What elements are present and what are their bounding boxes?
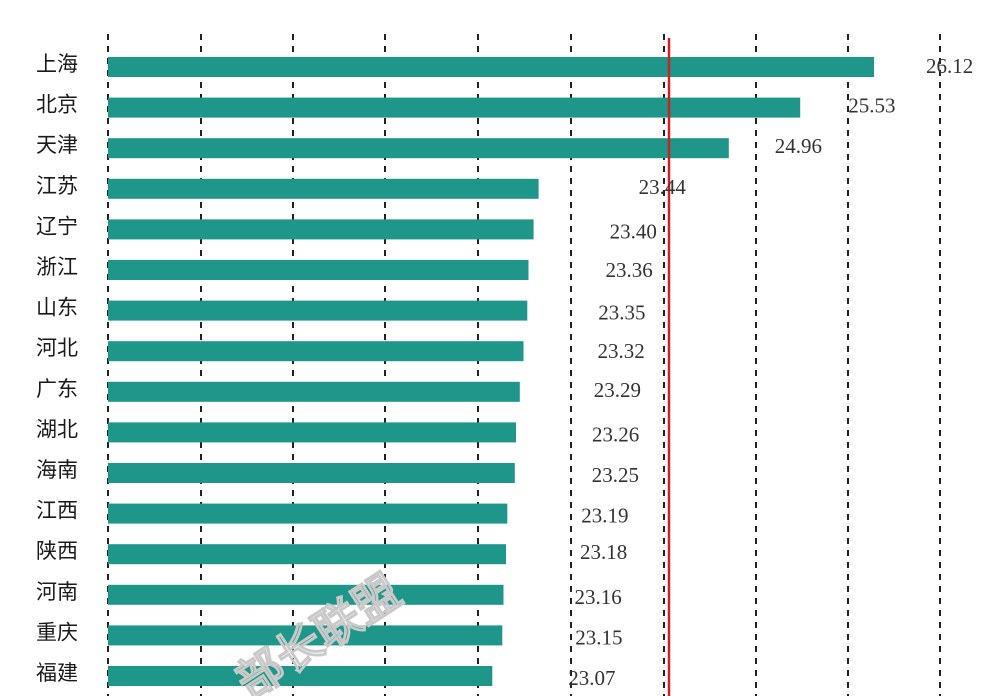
value-label: 23.40 [610, 219, 657, 243]
value-label: 23.44 [639, 175, 687, 199]
value-label: 23.16 [575, 585, 622, 609]
value-label: 24.96 [775, 134, 822, 158]
bar-13 [108, 544, 506, 565]
bar-5 [108, 219, 534, 240]
bar-4 [108, 178, 539, 199]
category-label: 河北 [36, 336, 78, 360]
value-label: 23.36 [606, 258, 653, 282]
value-label: 23.35 [598, 301, 645, 325]
bar-12 [108, 503, 508, 524]
bar-16 [108, 666, 493, 686]
category-label: 辽宁 [36, 214, 78, 238]
value-label: 23.07 [568, 666, 615, 690]
bar-9 [108, 381, 520, 402]
category-label: 广东 [36, 377, 78, 401]
bar-10 [108, 422, 516, 443]
value-label: 25.53 [848, 94, 895, 118]
category-label: 重庆 [36, 620, 78, 644]
bar-15 [108, 625, 503, 646]
bar-14 [108, 584, 504, 605]
category-label: 海南 [36, 458, 78, 482]
value-label: 23.26 [592, 422, 639, 446]
category-label: 湖北 [36, 417, 78, 441]
bar-7 [108, 300, 528, 321]
value-label: 23.18 [580, 540, 627, 564]
value-label: 23.19 [581, 504, 628, 528]
category-label: 上海 [36, 52, 78, 76]
category-label: 江苏 [36, 174, 78, 198]
bar-8 [108, 341, 524, 362]
value-labels: 26.12 25.53 24.96 23.44 23.40 23.36 23.35 23.32… [568, 54, 973, 690]
category-label: 江西 [36, 499, 78, 523]
value-label: 23.25 [592, 463, 639, 487]
category-label: 天津 [36, 133, 78, 157]
category-label: 福建 [36, 661, 78, 685]
bar-6 [108, 260, 529, 280]
bar-3 [108, 138, 729, 159]
bar-2 [108, 97, 801, 118]
bars [108, 57, 874, 686]
category-label: 北京 [36, 93, 78, 117]
value-label: 23.29 [594, 378, 641, 402]
value-label: 23.32 [598, 339, 645, 363]
category-label: 陕西 [36, 539, 78, 563]
category-label: 河南 [36, 580, 78, 604]
bar-1 [108, 57, 874, 77]
category-label: 浙江 [36, 255, 78, 279]
bar-11 [108, 463, 515, 483]
value-label: 26.12 [926, 54, 973, 78]
value-label: 23.15 [575, 625, 622, 649]
category-label: 山东 [36, 296, 78, 320]
